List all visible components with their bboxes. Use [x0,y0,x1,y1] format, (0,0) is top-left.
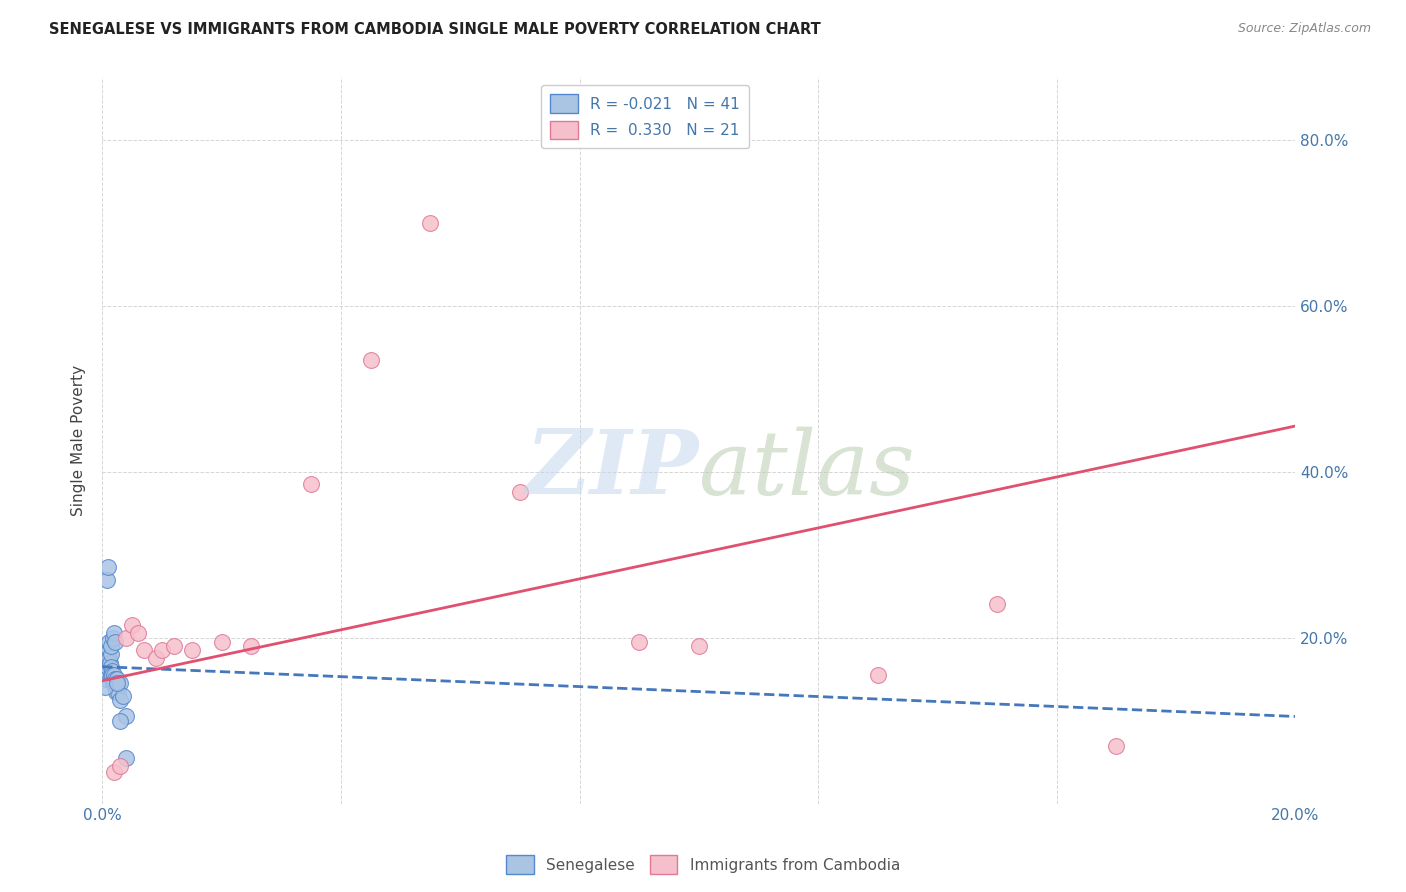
Point [628,634,651,648]
Point [145,651,167,665]
Point [104,681,127,695]
Point [100,647,122,661]
Point [163,639,186,653]
Text: Source: ZipAtlas.com: Source: ZipAtlas.com [1237,22,1371,36]
Point [112,689,135,703]
Point [103,765,125,780]
Point [98,656,121,670]
Point [688,639,710,653]
Point [150,643,173,657]
Point [866,668,889,682]
Point [98,651,121,665]
Point [98,634,121,648]
Point [94,681,117,695]
Text: atlas: atlas [699,426,914,513]
Point [104,676,127,690]
Point [360,352,382,367]
Point [98,643,121,657]
Point [1105,739,1128,753]
Point [100,664,122,678]
Point [104,634,127,648]
Point [103,676,125,690]
Point [100,639,122,653]
Point [115,709,138,723]
Point [103,672,125,686]
Point [180,643,202,657]
Point [96,573,118,587]
Point [100,659,122,673]
Point [115,631,138,645]
Point [103,668,125,682]
Point [101,676,124,690]
Point [97,560,120,574]
Point [132,643,155,657]
Y-axis label: Single Male Poverty: Single Male Poverty [72,365,86,516]
Point [240,639,263,653]
Point [94,659,117,673]
Point [105,681,128,695]
Text: SENEGALESE VS IMMIGRANTS FROM CAMBODIA SINGLE MALE POVERTY CORRELATION CHART: SENEGALESE VS IMMIGRANTS FROM CAMBODIA S… [49,22,821,37]
Point [94,668,117,682]
Text: ZIP: ZIP [526,426,699,513]
Point [108,759,131,773]
Point [105,676,128,690]
Point [100,668,122,682]
Point [101,631,124,645]
Point [419,216,441,230]
Legend: R = -0.021   N = 41, R =  0.330   N = 21: R = -0.021 N = 41, R = 0.330 N = 21 [541,85,749,148]
Point [101,668,124,682]
Legend: Senegalese, Immigrants from Cambodia: Senegalese, Immigrants from Cambodia [501,849,905,880]
Point [108,693,131,707]
Point [107,684,129,698]
Point [509,485,531,500]
Point [105,672,128,686]
Point [96,664,118,678]
Point [104,684,127,698]
Point [127,626,149,640]
Point [97,656,120,670]
Point [108,714,131,728]
Point [96,672,118,686]
Point [121,618,143,632]
Point [299,477,322,491]
Point [97,651,120,665]
Point [211,634,233,648]
Point [115,751,138,765]
Point [97,659,120,673]
Point [103,626,125,640]
Point [108,676,131,690]
Point [986,598,1008,612]
Point [104,672,127,686]
